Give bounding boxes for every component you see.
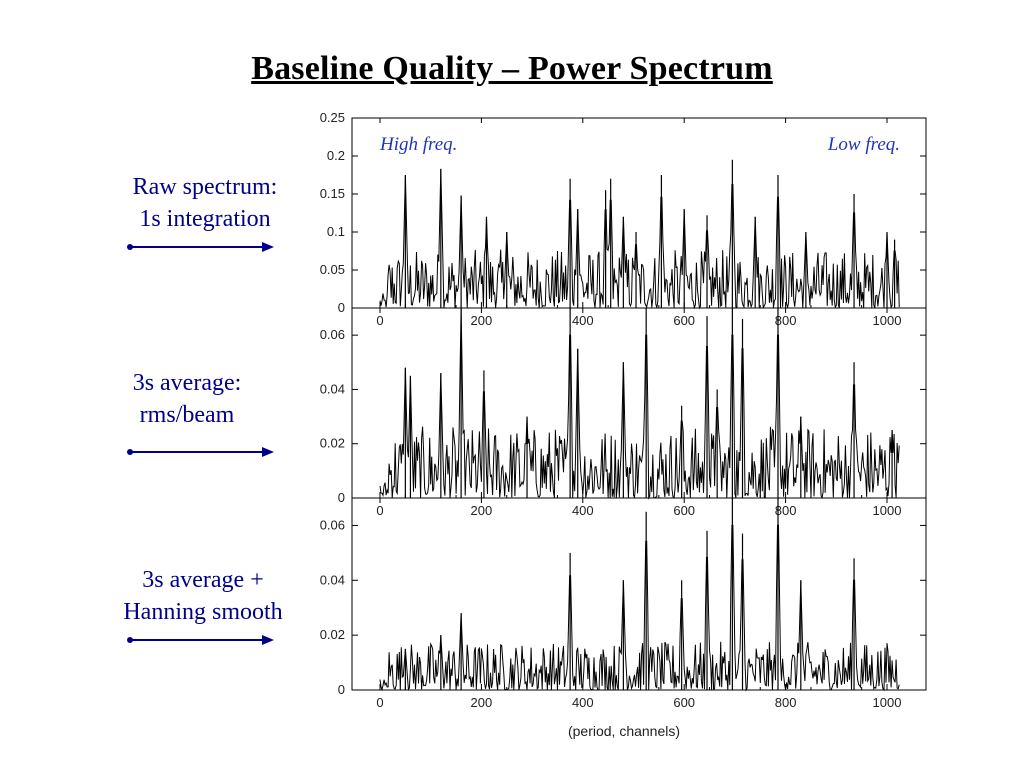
- annotation-low-freq: Low freq.: [827, 134, 900, 155]
- x-tick-label: 200: [471, 695, 493, 710]
- y-tick-label: 0: [338, 490, 345, 505]
- x-tick-label: 400: [572, 313, 594, 328]
- side-label-raw: Raw spectrum: 1s integration: [90, 171, 320, 235]
- y-tick-label: 0.05: [320, 262, 345, 277]
- x-tick-label: 600: [673, 503, 695, 518]
- y-tick-label: 0.02: [320, 436, 345, 451]
- side-label-avg: 3s average: rms/beam: [72, 367, 302, 431]
- y-tick-label: 0.04: [320, 572, 345, 587]
- x-tick-label: 600: [673, 695, 695, 710]
- annotation-high-freq: High freq.: [379, 134, 457, 155]
- side-label-raw-line2: 1s integration: [139, 206, 271, 232]
- side-label-avg-line1: 3s average:: [132, 370, 242, 396]
- x-tick-label: 1000: [873, 313, 902, 328]
- y-tick-label: 0.25: [320, 110, 345, 125]
- panel-3-spectrum-line: [379, 524, 900, 692]
- side-label-smooth-line1: 3s average +: [142, 567, 264, 593]
- arrow-smooth: [127, 635, 274, 645]
- arrow-raw: [127, 242, 274, 252]
- x-tick-label: 0: [376, 313, 383, 328]
- x-tick-label: 200: [471, 313, 493, 328]
- y-tick-label: 0.2: [327, 148, 345, 163]
- arrow-avg: [127, 447, 274, 457]
- x-tick-label: 1000: [873, 695, 902, 710]
- y-tick-label: 0.06: [320, 327, 345, 342]
- y-tick-label: 0.02: [320, 627, 345, 642]
- x-tick-label: 0: [376, 503, 383, 518]
- x-tick-label: 200: [471, 503, 493, 518]
- x-tick-label: 600: [673, 313, 695, 328]
- y-tick-label: 0.04: [320, 381, 345, 396]
- side-label-avg-line2: rms/beam: [139, 402, 235, 428]
- x-tick-label: 1000: [873, 503, 902, 518]
- x-tick-label: 400: [572, 695, 594, 710]
- y-tick-label: 0: [338, 682, 345, 697]
- x-tick-label: 800: [775, 503, 797, 518]
- side-label-raw-line1: Raw spectrum:: [132, 174, 278, 200]
- x-tick-label: 800: [775, 695, 797, 710]
- x-tick-label: 0: [376, 695, 383, 710]
- side-label-smooth: 3s average + Hanning smooth: [88, 564, 318, 628]
- x-axis-label: (period, channels): [568, 723, 680, 739]
- panel-1-spectrum-line: [379, 168, 900, 310]
- x-tick-label: 400: [572, 503, 594, 518]
- x-tick-label: 800: [775, 313, 797, 328]
- y-tick-label: 0: [338, 300, 345, 315]
- y-tick-label: 0.06: [320, 517, 345, 532]
- y-tick-label: 0.1: [327, 224, 345, 239]
- panel-2-spectrum-line: [379, 307, 900, 500]
- side-label-smooth-line2: Hanning smooth: [123, 599, 283, 625]
- slide-title: Baseline Quality – Power Spectrum: [251, 50, 773, 87]
- y-tick-label: 0.15: [320, 186, 345, 201]
- panel-3-frame: [351, 497, 927, 691]
